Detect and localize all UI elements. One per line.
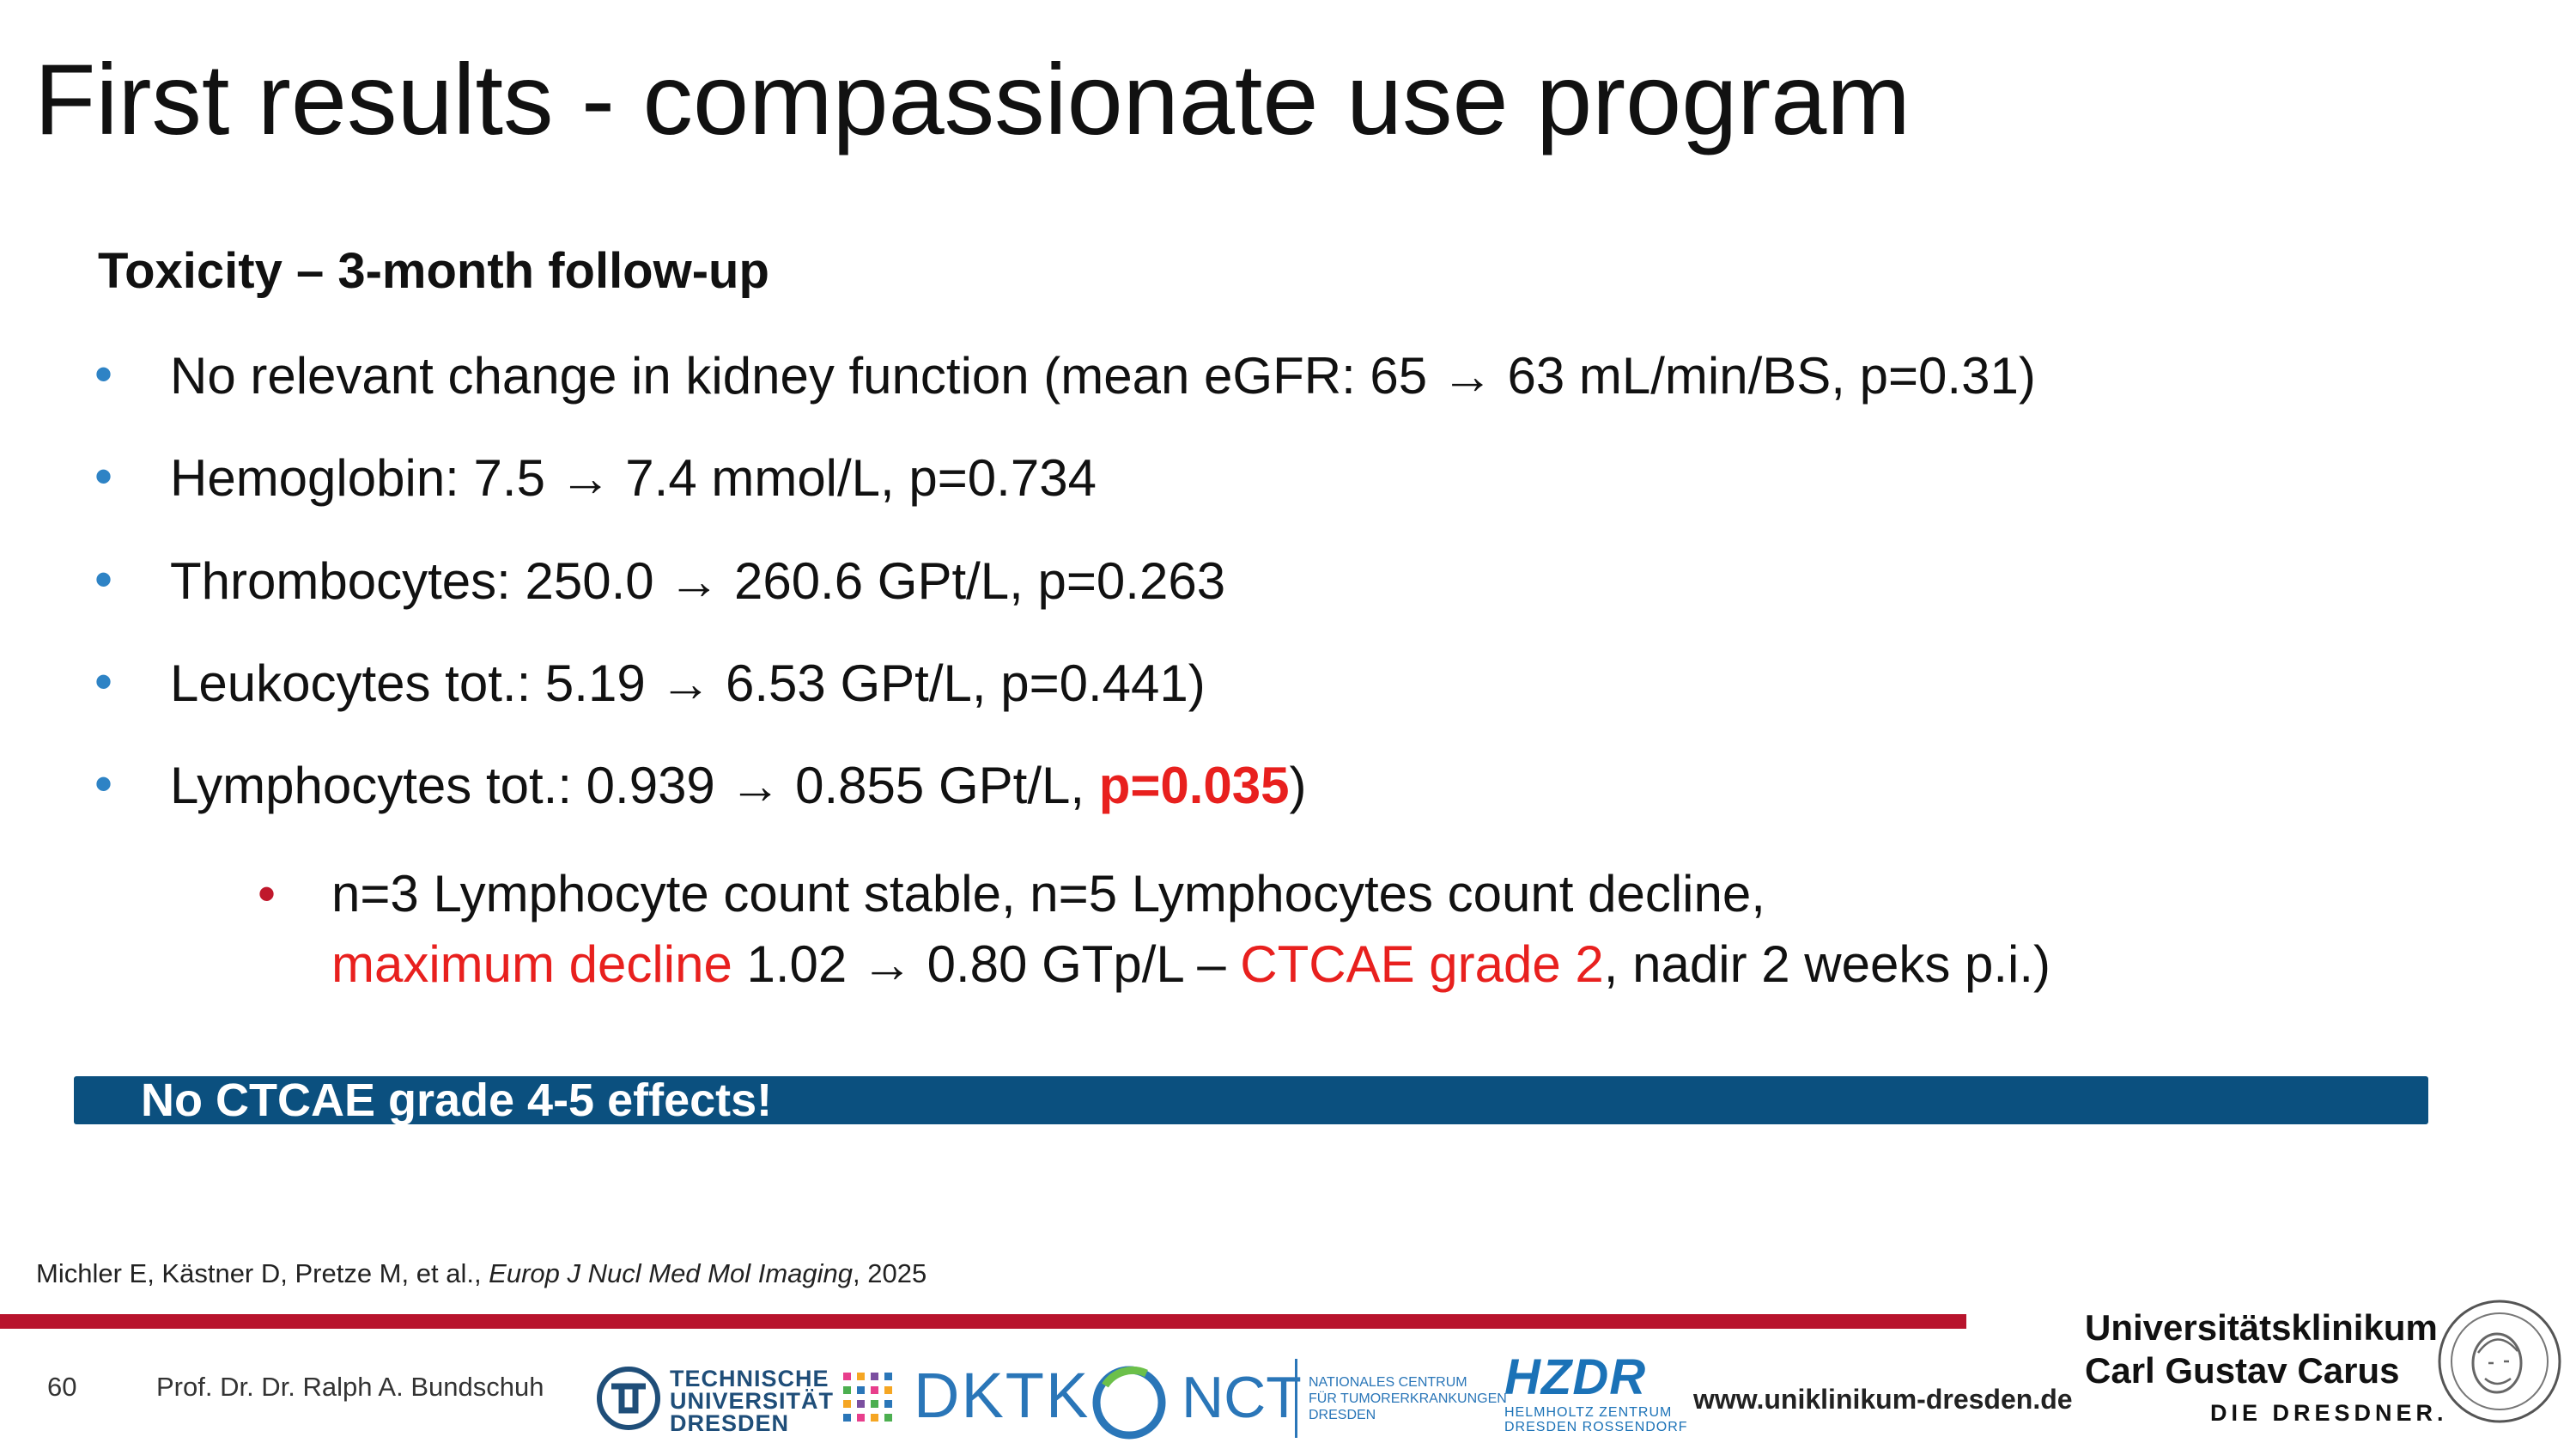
citation-year: , 2025 [853,1258,927,1288]
carus-seal-icon [2438,1300,2561,1423]
bullet-dot-icon: • [94,345,113,403]
nct-sub-line-3: DRESDEN [1309,1408,1376,1422]
tud-line-1: TECHNISCHE [670,1366,829,1391]
footer-divider-line [0,1314,1966,1329]
sub-bullet-line-1: n=3 Lymphocyte count stable, n=5 Lymphoc… [331,865,1765,922]
decline-values: 1.02 → 0.80 GTp/L – [732,935,1241,993]
hzdr-sub-line-1: HELMHOLTZ ZENTRUM [1504,1405,1673,1420]
bullet-dot-icon: • [94,755,113,813]
citation: Michler E, Kästner D, Pretze M, et al., … [36,1258,927,1289]
presenter-name: Prof. Dr. Dr. Ralph A. Bundschuh [156,1372,544,1402]
citation-authors: Michler E, Kästner D, Pretze M, et al., [36,1258,489,1288]
nct-ring-icon [1092,1366,1166,1440]
ukd-logo-line-2: Carl Gustav Carus [2085,1350,2400,1391]
website-link[interactable]: www.uniklinikum-dresden.de [1693,1384,2073,1415]
summary-banner-text: No CTCAE grade 4-5 effects! [141,1075,773,1126]
bullet-text: Thrombocytes: 250.0 → 260.6 GPt/L, p=0.2… [170,552,1226,610]
nct-sub-line-2: FÜR TUMORERKRANKUNGEN [1309,1391,1507,1406]
ukd-logo-line-3: DIE DRESDNER. [2210,1400,2448,1426]
dktk-dots-icon [843,1373,892,1422]
tud-line-3: DRESDEN [670,1410,790,1436]
bullet-dot-icon: • [94,653,113,710]
nct-divider [1295,1359,1297,1438]
lymphocytes-text: Lymphocytes tot.: 0.939 → 0.855 GPt/L, [170,757,1099,814]
bullet-dot-icon: • [94,447,113,505]
tud-line-2: UNIVERSITÄT [670,1388,835,1414]
bullet-text: Leukocytes tot.: 5.19 → 6.53 GPt/L, p=0.… [170,654,1206,712]
bullet-dot-icon: • [94,551,113,608]
ctcae-grade-label: CTCAE grade 2 [1240,935,1604,993]
nct-sub-line-1: NATIONALES CENTRUM [1309,1375,1467,1390]
tud-logo-text: TECHNISCHE UNIVERSITÄT DRESDEN [670,1366,835,1436]
sub-bullet-line-2: maximum decline 1.02 → 0.80 GTp/L – CTCA… [331,929,2050,1000]
tud-logo-icon [597,1367,660,1430]
bullet-text: No relevant change in kidney function (m… [170,347,2036,405]
ukd-logo-line-1: Universitätsklinikum [2085,1307,2438,1348]
hzdr-subtext: HELMHOLTZ ZENTRUM DRESDEN ROSSENDORF [1504,1405,1688,1434]
bullet-text: Hemoglobin: 7.5 → 7.4 mmol/L, p=0.734 [170,449,1097,507]
lymphocytes-text-end: ) [1289,757,1307,814]
hzdr-logo-text: HZDR [1504,1349,1647,1405]
slide-title: First results - compassionate use progra… [34,43,1911,155]
page-number: 60 [47,1372,77,1402]
nadir-text: , nadir 2 weeks p.i.) [1603,935,2051,993]
nct-logo-text: NCT [1182,1365,1302,1430]
nct-subtext: NATIONALES CENTRUM FÜR TUMORERKRANKUNGEN… [1309,1374,1507,1423]
section-subtitle: Toxicity – 3-month follow-up [98,243,769,299]
citation-journal: Europ J Nucl Med Mol Imaging [489,1258,854,1288]
bullet-text: Lymphocytes tot.: 0.939 → 0.855 GPt/L, p… [170,760,1307,812]
hzdr-sub-line-2: DRESDEN ROSSENDORF [1504,1420,1688,1434]
sub-bullet-dot-icon: • [258,865,276,922]
summary-banner [74,1076,2428,1124]
maximum-decline-label: maximum decline [331,935,732,993]
dktk-logo-text: DKTK [914,1360,1091,1431]
p-value-highlight: p=0.035 [1098,757,1290,814]
